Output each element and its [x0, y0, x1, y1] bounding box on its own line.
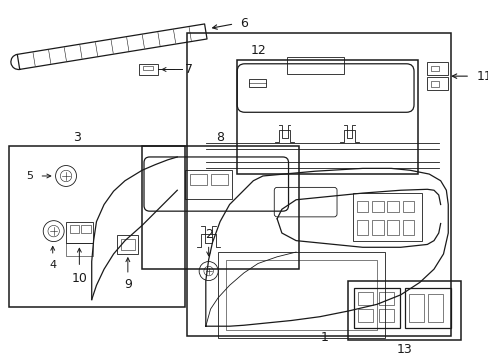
Text: 9: 9 [123, 278, 131, 291]
Bar [189, 174, 206, 185]
Text: 4: 4 [49, 260, 56, 270]
Bar [286, 57, 343, 74]
Bar [9, 145, 184, 307]
Text: 11: 11 [475, 69, 488, 83]
Bar [352, 193, 421, 240]
Bar [121, 239, 134, 250]
Text: 7: 7 [184, 63, 192, 76]
Bar [117, 235, 138, 254]
Bar [408, 294, 423, 323]
Bar [378, 309, 393, 323]
Bar [81, 225, 91, 233]
Bar [139, 64, 158, 75]
Bar [66, 222, 92, 243]
Bar [427, 62, 447, 75]
Bar [143, 66, 152, 71]
Bar [357, 309, 372, 323]
Bar [371, 220, 383, 235]
Bar [248, 79, 265, 87]
Bar [427, 77, 447, 90]
Bar [356, 201, 367, 212]
Bar [237, 60, 417, 174]
Text: 1: 1 [320, 331, 328, 344]
Bar [356, 220, 367, 235]
Text: 12: 12 [250, 44, 265, 57]
Text: 5: 5 [26, 171, 33, 181]
Bar [405, 288, 450, 328]
Bar [353, 288, 399, 328]
Text: 3: 3 [73, 131, 81, 144]
Bar [186, 33, 450, 336]
Text: 2: 2 [204, 229, 212, 242]
Bar [430, 66, 438, 71]
Text: 10: 10 [71, 272, 87, 285]
Bar [430, 81, 438, 87]
Bar [210, 174, 227, 185]
Text: 6: 6 [240, 17, 247, 30]
Bar [225, 260, 376, 330]
Bar [184, 170, 232, 199]
Bar [142, 145, 298, 269]
Bar [70, 225, 79, 233]
Bar [386, 220, 398, 235]
Bar [357, 292, 372, 305]
Text: 13: 13 [396, 342, 411, 356]
Bar [371, 201, 383, 212]
Bar [378, 292, 393, 305]
Bar [402, 201, 413, 212]
Text: 8: 8 [216, 131, 224, 144]
Bar [402, 220, 413, 235]
Bar [348, 280, 460, 339]
Bar [218, 252, 384, 338]
Bar [427, 294, 442, 323]
Bar [386, 201, 398, 212]
Bar [66, 243, 92, 256]
